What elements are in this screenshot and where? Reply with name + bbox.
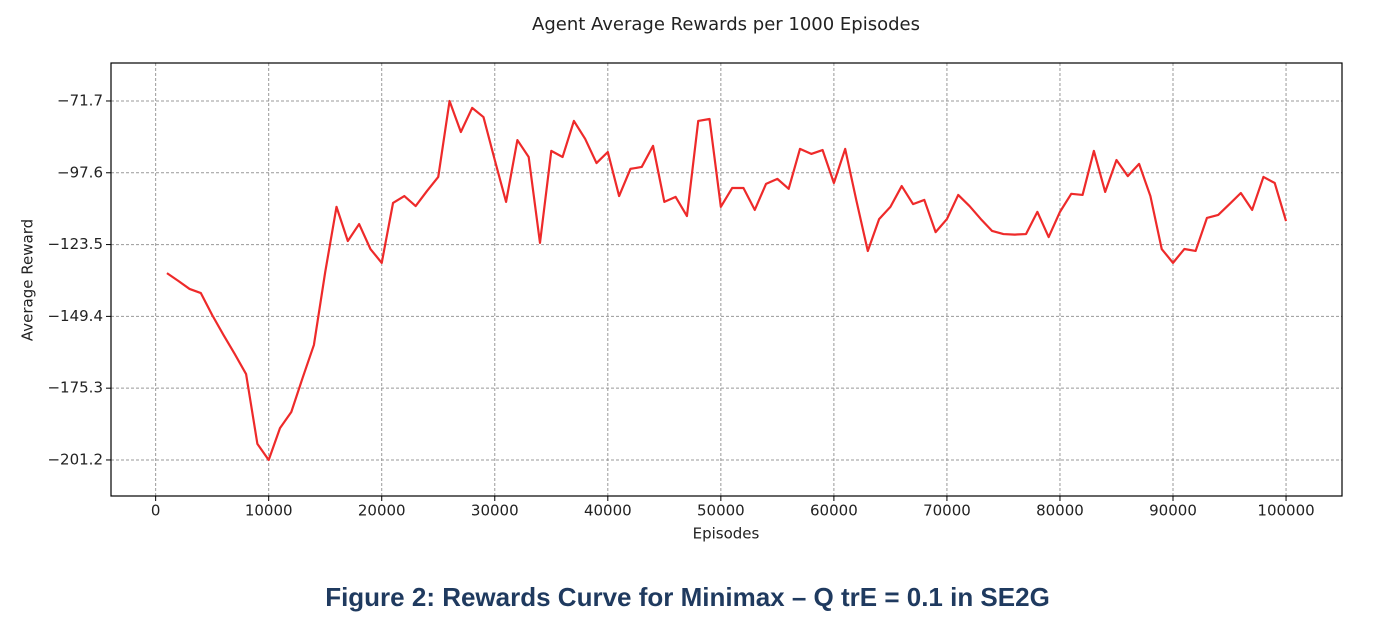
chart-title: Agent Average Rewards per 1000 Episodes [532, 14, 920, 35]
x-tick-label: 90000 [1149, 502, 1197, 520]
data-line [166, 99, 1288, 462]
y-tick-label: −71.7 [57, 91, 103, 109]
x-tick-label: 40000 [584, 502, 632, 520]
x-tick-label: 60000 [810, 502, 858, 520]
chart: Agent Average Rewards per 1000 Episodes … [19, 14, 1343, 543]
y-tick-label: −149.4 [47, 307, 103, 325]
figure-caption: Figure 2: Rewards Curve for Minimax – Q … [325, 582, 1050, 612]
x-tick-label: 50000 [697, 502, 745, 520]
y-tick-label: −123.5 [47, 235, 103, 253]
x-tick-label: 30000 [471, 502, 519, 520]
y-tick-label: −97.6 [57, 163, 103, 181]
x-tick-label: 100000 [1257, 502, 1314, 520]
y-tick-label: −175.3 [47, 379, 103, 397]
x-tick-label: 0 [151, 502, 161, 520]
x-tick-label: 70000 [923, 502, 971, 520]
plot-frame [110, 62, 1343, 497]
y-axis-label: Average Reward [19, 219, 37, 341]
x-axis-label: Episodes [693, 525, 760, 543]
x-tick-label: 80000 [1036, 502, 1084, 520]
x-tick-label: 20000 [358, 502, 406, 520]
y-tick-label: −201.2 [47, 450, 103, 468]
x-tick-label: 10000 [245, 502, 293, 520]
